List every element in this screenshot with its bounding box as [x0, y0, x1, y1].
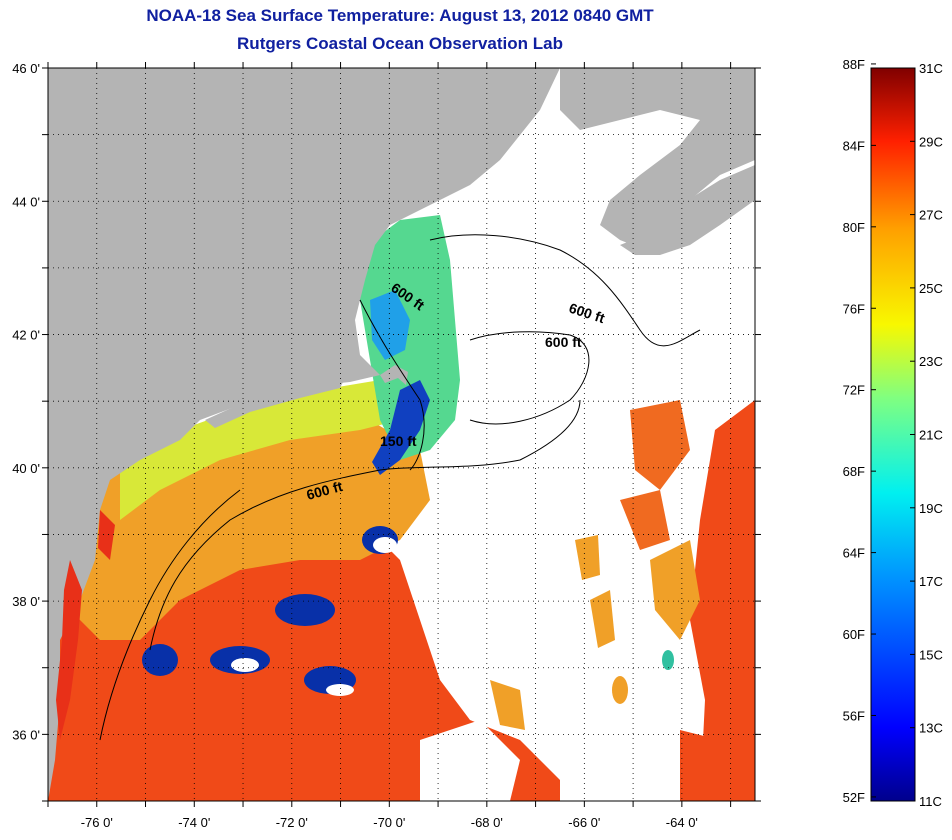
colorbar-f-label: 64F: [843, 546, 865, 561]
contour-label: 150 ft: [380, 433, 417, 449]
sst-inner-shelf: [120, 380, 400, 520]
lon-tick-label: -66 0': [568, 815, 600, 830]
colorbar-f-label: 52F: [843, 790, 865, 805]
map-area: 600 ft 600 ft 600 ft 150 ft 600 ft: [48, 68, 755, 801]
colorbar-fahrenheit-labels: 88F 84F 80F 76F 72F 68F 64F 60F 56F 52F: [843, 57, 876, 805]
colorbar-c-label: 15C: [919, 647, 943, 662]
lon-tick-label: -76 0': [81, 815, 113, 830]
sst-gulf-of-maine-cold: [370, 290, 410, 360]
lat-tick-label: 36 0': [12, 727, 40, 742]
land-long-island: [205, 378, 345, 428]
colorbar-c-label: 19C: [919, 501, 943, 516]
land-us: [48, 68, 560, 801]
lat-tick-label: 38 0': [12, 594, 40, 609]
lat-tick-label: 46 0': [12, 61, 40, 76]
colorbar-f-label: 88F: [843, 57, 865, 72]
colorbar-c-label: 25C: [919, 281, 943, 296]
colorbar-f-label: 56F: [843, 708, 865, 723]
lon-tick-label: -68 0': [471, 815, 503, 830]
colorbar-f-label: 68F: [843, 464, 865, 479]
lon-tick-label: -70 0': [373, 815, 405, 830]
lat-tick-label: 44 0': [12, 194, 40, 209]
sst-gulf-of-maine: [360, 215, 460, 460]
colorbar-f-label: 60F: [843, 627, 865, 642]
map-frame: [47, 67, 756, 802]
land-canada: [560, 68, 755, 248]
lon-tick-label: -72 0': [276, 815, 308, 830]
colorbar-celsius-labels: 31C 29C 27C 25C 23C 21C 19C 17C 15C 13C 11C: [910, 61, 943, 809]
contour-label: 600 ft: [545, 334, 582, 350]
lon-tick-label: -64 0': [666, 815, 698, 830]
latitude-axis: 46 0' 44 0' 42 0' 40 0' 38 0' 36 0': [12, 61, 761, 802]
map-grid: [48, 68, 755, 801]
lat-tick-label: 40 0': [12, 461, 40, 476]
colorbar-c-label: 31C: [919, 61, 943, 76]
colorbar-c-label: 27C: [919, 208, 943, 223]
isobaths: [99, 234, 701, 741]
chesapeake-bay: [56, 560, 82, 740]
colorbar-c-label: 17C: [919, 574, 943, 589]
land-nova-scotia: [620, 165, 755, 255]
sst-cold-streak: [372, 380, 430, 475]
lon-tick-label: -74 0': [178, 815, 210, 830]
chart-title: NOAA-18 Sea Surface Temperature: August …: [146, 6, 654, 25]
colorbar-f-label: 72F: [843, 383, 865, 398]
colorbar-f-label: 76F: [843, 301, 865, 316]
colorbar-c-label: 29C: [919, 134, 943, 149]
lat-tick-label: 42 0': [12, 328, 40, 343]
colorbar-c-label: 13C: [919, 721, 943, 736]
colorbar-c-label: 11C: [919, 794, 942, 809]
delaware-bay: [98, 510, 115, 560]
colorbar-c-label: 23C: [919, 354, 943, 369]
colorbar: [870, 67, 916, 802]
chart-subtitle: Rutgers Coastal Ocean Observation Lab: [237, 34, 563, 53]
colorbar-f-label: 80F: [843, 220, 865, 235]
colorbar-c-label: 21C: [919, 428, 943, 443]
longitude-axis: -76 0' -74 0' -72 0' -70 0' -68 0' -66 0' -64 …: [47, 62, 732, 830]
cloud-holes: [231, 537, 520, 801]
land-cape-cod: [380, 365, 408, 385]
colorbar-f-label: 84F: [843, 138, 865, 153]
offshore-patches: [490, 400, 755, 801]
